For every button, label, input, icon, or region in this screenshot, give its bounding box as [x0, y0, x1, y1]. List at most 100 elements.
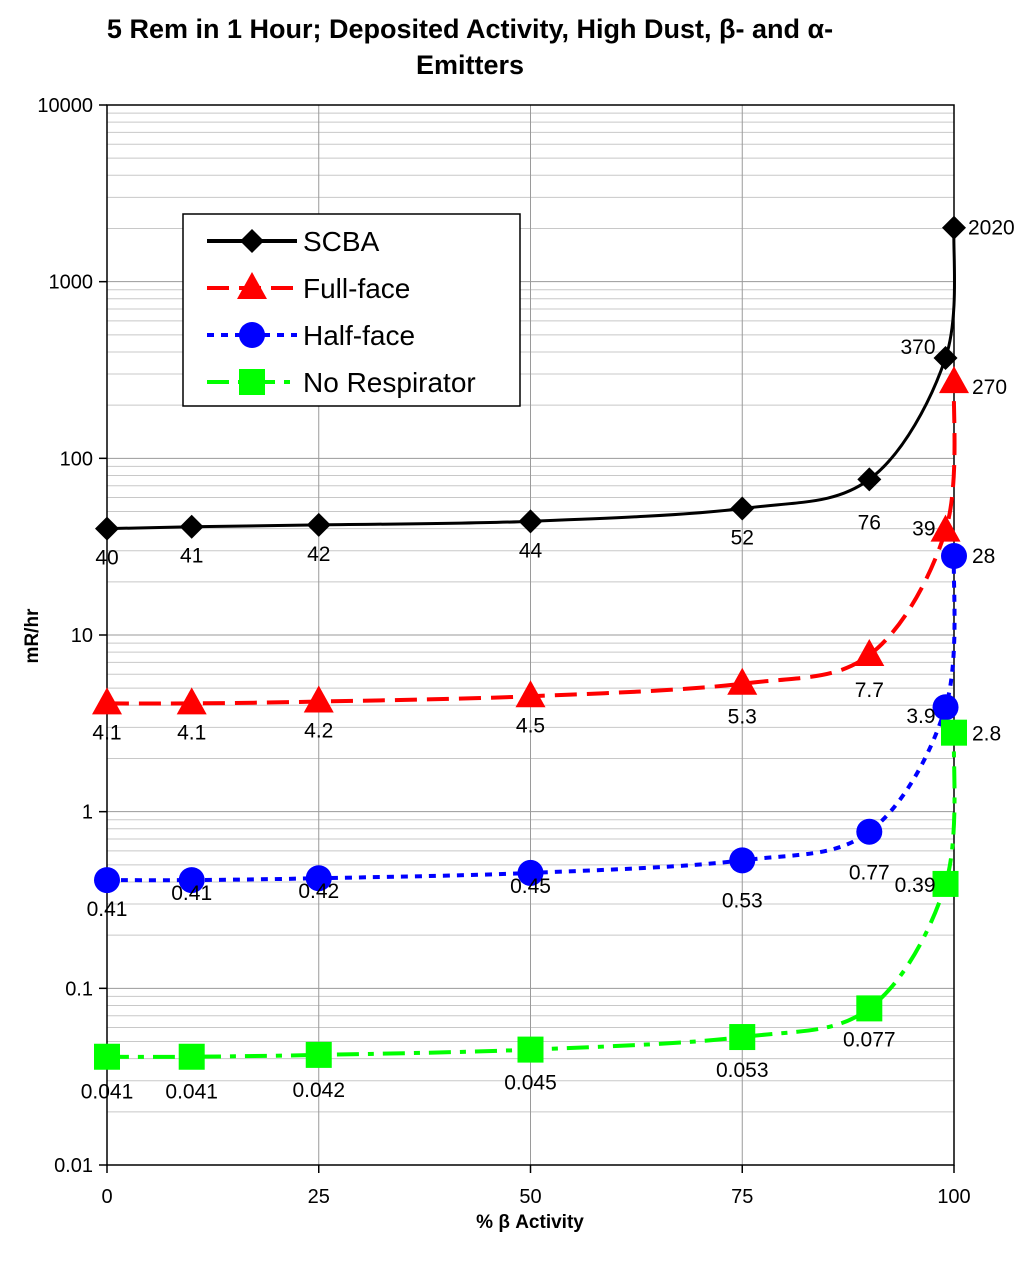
legend-label: SCBA — [303, 226, 380, 257]
data-label: 2.8 — [972, 723, 1001, 746]
y-axis-label: mR/hr — [22, 608, 43, 664]
series-1 — [92, 366, 969, 715]
marker-circle — [729, 847, 756, 874]
x-axis-label: % β Activity — [476, 1212, 584, 1233]
data-label: 0.77 — [849, 862, 890, 885]
legend: SCBA Full-face Half-face No Respirator — [182, 213, 521, 407]
data-label: 4.1 — [92, 721, 121, 744]
data-label: 3.9 — [906, 705, 935, 728]
marker-diamond — [730, 496, 755, 521]
data-label: 0.041 — [81, 1081, 134, 1104]
series-3 — [94, 719, 967, 1070]
data-label: 39 — [912, 518, 935, 541]
data-label: 40 — [95, 547, 118, 570]
marker-square — [305, 1041, 332, 1068]
y-tick-label: 100 — [60, 448, 93, 470]
marker-circle — [178, 867, 205, 894]
x-tick-label: 75 — [731, 1186, 753, 1208]
marker-diamond — [240, 229, 264, 253]
data-label: 42 — [307, 543, 330, 566]
marker-square — [941, 719, 967, 746]
axes: 0.01 0.1 1 10 100 1000 10000 0 25 50 75 100 — [37, 95, 970, 1208]
data-label: 76 — [858, 511, 881, 534]
marker-square — [94, 1043, 120, 1070]
marker-triangle — [176, 687, 207, 715]
x-tick-label: 0 — [101, 1186, 112, 1208]
marker-circle — [517, 859, 544, 886]
marker-circle — [941, 543, 967, 570]
marker-square — [517, 1036, 544, 1063]
data-label: 0.053 — [716, 1059, 769, 1082]
data-labels: 40 41 42 44 52 76 370 2020 4.1 4.1 4.2 4.5 5.3 7.7 39 2… — [81, 217, 1015, 1104]
data-label: 0.077 — [843, 1028, 896, 1051]
data-label: 5.3 — [728, 706, 757, 729]
marker-diamond — [518, 509, 543, 534]
series-line — [106, 732, 957, 1059]
marker-diamond — [95, 516, 119, 541]
marker-circle — [239, 322, 265, 348]
x-tick-label: 50 — [519, 1186, 541, 1208]
x-tick-label: 100 — [937, 1186, 970, 1208]
marker-square — [932, 870, 959, 897]
data-label: 28 — [972, 545, 995, 568]
marker-triangle — [92, 687, 122, 715]
data-label: 0.42 — [298, 880, 339, 903]
y-tick-label: 10000 — [37, 95, 93, 117]
marker-triangle — [930, 514, 961, 542]
marker-triangle — [727, 667, 758, 695]
marker-triangle — [237, 272, 267, 299]
marker-triangle — [303, 685, 334, 713]
legend-label: Half-face — [303, 320, 415, 351]
data-label: 270 — [972, 376, 1007, 399]
data-label: 370 — [900, 336, 935, 359]
data-label: 52 — [731, 527, 754, 550]
data-label: 4.5 — [516, 714, 545, 737]
marker-diamond — [857, 467, 882, 492]
marker-circle — [305, 865, 332, 892]
data-label: 0.041 — [165, 1081, 218, 1104]
data-label: 0.41 — [87, 898, 128, 921]
marker-circle — [932, 694, 959, 721]
marker-circle — [856, 818, 883, 845]
series-line — [106, 555, 957, 883]
marker-square — [856, 995, 883, 1022]
legend-label: No Respirator — [303, 367, 476, 398]
marker-diamond — [933, 345, 958, 370]
grid — [106, 104, 955, 1166]
legend-label: Full-face — [303, 273, 410, 304]
marker-square — [239, 369, 265, 395]
marker-diamond — [942, 215, 966, 240]
data-label: 4.1 — [177, 721, 206, 744]
data-label: 7.7 — [855, 679, 884, 702]
data-label: 0.39 — [895, 874, 936, 897]
chart-title-line2: Emitters — [416, 50, 524, 80]
y-tick-label: 10 — [71, 625, 93, 647]
marker-triangle — [854, 639, 885, 667]
series-2 — [94, 543, 967, 894]
marker-square — [178, 1043, 205, 1070]
marker-triangle — [515, 680, 546, 708]
y-tick-label: 1 — [82, 802, 93, 824]
marker-diamond — [179, 514, 204, 539]
y-tick-label: 0.1 — [65, 978, 93, 1000]
data-label: 0.41 — [171, 882, 212, 905]
data-label: 2020 — [968, 217, 1015, 240]
data-label: 0.45 — [510, 875, 551, 898]
chart-title-line1: 5 Rem in 1 Hour; Deposited Activity, Hig… — [107, 14, 833, 44]
marker-diamond — [306, 512, 331, 537]
data-label: 0.045 — [504, 1072, 557, 1095]
data-label: 44 — [519, 539, 543, 562]
series-line — [106, 227, 957, 531]
y-tick-label: 1000 — [49, 272, 94, 294]
marker-square — [729, 1024, 756, 1051]
series-line — [106, 382, 957, 706]
series-group — [92, 215, 969, 1070]
x-tick-label: 25 — [308, 1186, 330, 1208]
marker-circle — [94, 867, 120, 894]
data-label: 0.53 — [722, 889, 763, 912]
data-label: 4.2 — [304, 720, 333, 743]
series-0 — [95, 215, 966, 541]
marker-triangle — [939, 366, 969, 394]
data-label: 0.042 — [292, 1079, 345, 1102]
